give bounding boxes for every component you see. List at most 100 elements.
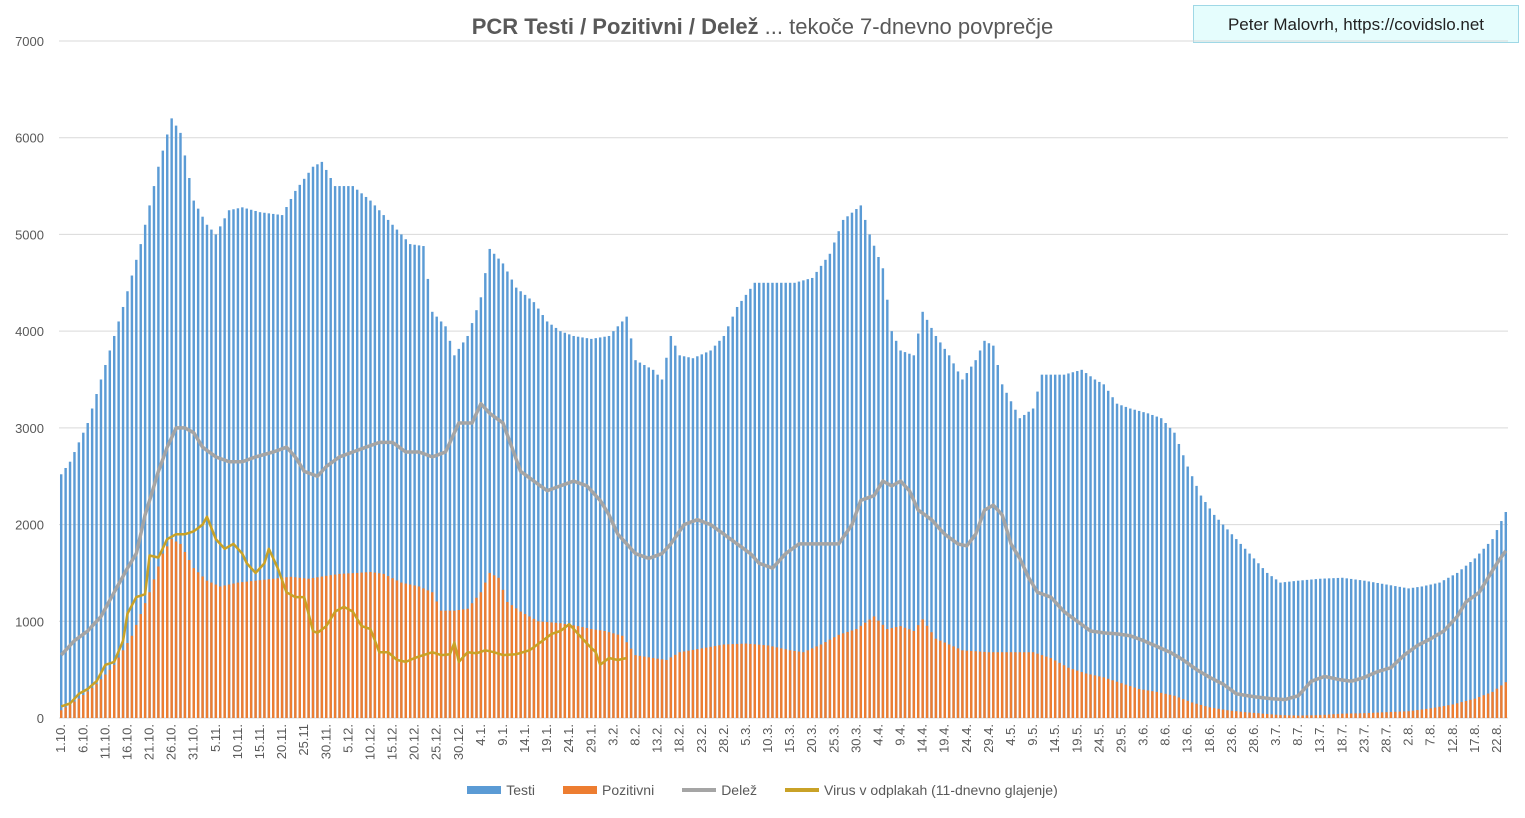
x-tick-label: 19.4. bbox=[937, 724, 952, 753]
bar-testi bbox=[903, 352, 907, 718]
bar-testi bbox=[232, 209, 235, 719]
bar-pozitivni bbox=[329, 575, 332, 718]
x-tick-label: 25.11 bbox=[296, 724, 311, 756]
x-tick-label: 12.8. bbox=[1445, 724, 1460, 753]
x-tick-label: 10.3. bbox=[760, 724, 775, 753]
x-tick-label: 8.2. bbox=[628, 724, 643, 746]
bar-pozitivni bbox=[1460, 702, 1463, 718]
bar-testi bbox=[1500, 521, 1503, 718]
bar-testi bbox=[1168, 427, 1172, 718]
bar-pozitivni bbox=[86, 691, 89, 718]
x-tick-label: 14.1. bbox=[517, 724, 532, 753]
bar-testi bbox=[135, 259, 138, 718]
bar-pozitivni bbox=[245, 581, 248, 718]
chart-title-normal: ... tekoče 7-dnevno povprečje bbox=[758, 14, 1054, 39]
bar-pozitivni bbox=[819, 644, 823, 718]
bar-pozitivni bbox=[1102, 677, 1105, 718]
bar-testi bbox=[1195, 485, 1198, 718]
bar-testi bbox=[426, 278, 430, 718]
bar-testi bbox=[95, 394, 98, 718]
bar-testi bbox=[1164, 423, 1167, 718]
bar-pozitivni bbox=[735, 643, 739, 718]
bar-testi bbox=[585, 338, 589, 718]
bar-pozitivni bbox=[254, 580, 257, 718]
bar-testi bbox=[735, 306, 739, 718]
bar-pozitivni bbox=[1482, 695, 1485, 718]
bar-pozitivni bbox=[280, 577, 284, 718]
bar-pozitivni bbox=[148, 592, 151, 718]
bar-pozitivni bbox=[970, 650, 973, 718]
bar-pozitivni bbox=[99, 679, 103, 718]
bar-testi bbox=[1102, 384, 1105, 718]
bar-testi bbox=[621, 321, 624, 718]
bar-pozitivni bbox=[1080, 672, 1083, 718]
bar-testi bbox=[302, 178, 306, 718]
bar-testi bbox=[1314, 579, 1318, 718]
bar-testi bbox=[1473, 558, 1477, 718]
bar-pozitivni bbox=[917, 625, 920, 718]
bar-pozitivni bbox=[1067, 667, 1070, 718]
bar-pozitivni bbox=[1000, 652, 1004, 718]
bar-pozitivni bbox=[1182, 699, 1185, 718]
bar-pozitivni bbox=[1040, 655, 1044, 718]
bar-testi bbox=[325, 169, 328, 718]
bar-pozitivni bbox=[1071, 669, 1075, 718]
bar-testi bbox=[656, 374, 659, 718]
bar-pozitivni bbox=[1199, 704, 1203, 718]
bar-testi bbox=[475, 310, 478, 718]
bar-pozitivni bbox=[1486, 693, 1490, 718]
bar-testi bbox=[174, 125, 178, 718]
bar-testi bbox=[545, 321, 549, 718]
bar-pozitivni bbox=[766, 645, 770, 718]
bar-pozitivni bbox=[925, 625, 929, 718]
bar-testi bbox=[1416, 587, 1419, 718]
bar-testi bbox=[1464, 565, 1468, 718]
bar-pozitivni bbox=[519, 611, 522, 718]
bar-pozitivni bbox=[395, 580, 399, 718]
bar-pozitivni bbox=[1274, 714, 1278, 718]
bar-testi bbox=[157, 166, 160, 718]
bar-pozitivni bbox=[475, 597, 478, 718]
bar-pozitivni bbox=[1288, 715, 1291, 718]
bar-pozitivni bbox=[806, 650, 810, 718]
bar-testi bbox=[740, 300, 743, 718]
bar-pozitivni bbox=[1217, 708, 1220, 718]
bar-pozitivni bbox=[811, 648, 814, 718]
bar-testi bbox=[992, 345, 995, 718]
bar-pozitivni bbox=[1124, 684, 1128, 718]
bar-pozitivni bbox=[439, 610, 443, 718]
bar-testi bbox=[1433, 583, 1437, 718]
bar-testi bbox=[1199, 495, 1203, 718]
bar-pozitivni bbox=[1261, 713, 1265, 718]
bar-pozitivni bbox=[1252, 712, 1256, 718]
bar-pozitivni bbox=[625, 642, 628, 718]
bar-testi bbox=[1319, 578, 1322, 718]
bar-pozitivni bbox=[886, 629, 889, 718]
bar-pozitivni bbox=[241, 582, 244, 718]
bar-pozitivni bbox=[846, 631, 849, 718]
bar-pozitivni bbox=[1416, 710, 1419, 718]
bar-pozitivni bbox=[1027, 652, 1030, 718]
bar-pozitivni bbox=[492, 575, 496, 718]
bar-testi bbox=[1213, 514, 1216, 718]
bar-testi bbox=[1027, 411, 1030, 718]
bar-testi bbox=[771, 282, 774, 718]
bar-pozitivni bbox=[1036, 653, 1039, 718]
bar-testi bbox=[413, 244, 416, 719]
bar-testi bbox=[594, 338, 597, 718]
bar-testi bbox=[687, 357, 690, 718]
bar-pozitivni bbox=[674, 654, 677, 718]
bar-pozitivni bbox=[1398, 711, 1401, 718]
bar-testi bbox=[386, 219, 390, 718]
bar-testi bbox=[285, 207, 288, 718]
bar-pozitivni bbox=[1049, 658, 1052, 718]
bar-pozitivni bbox=[1363, 713, 1366, 718]
bar-testi bbox=[1402, 587, 1406, 718]
bar-testi bbox=[912, 355, 916, 718]
y-tick-label: 0 bbox=[37, 711, 44, 726]
bar-pozitivni bbox=[974, 651, 977, 718]
bar-pozitivni bbox=[634, 655, 637, 718]
bar-pozitivni bbox=[1076, 670, 1079, 718]
bar-pozitivni bbox=[612, 633, 615, 718]
x-tick-label: 4.4. bbox=[870, 724, 885, 746]
